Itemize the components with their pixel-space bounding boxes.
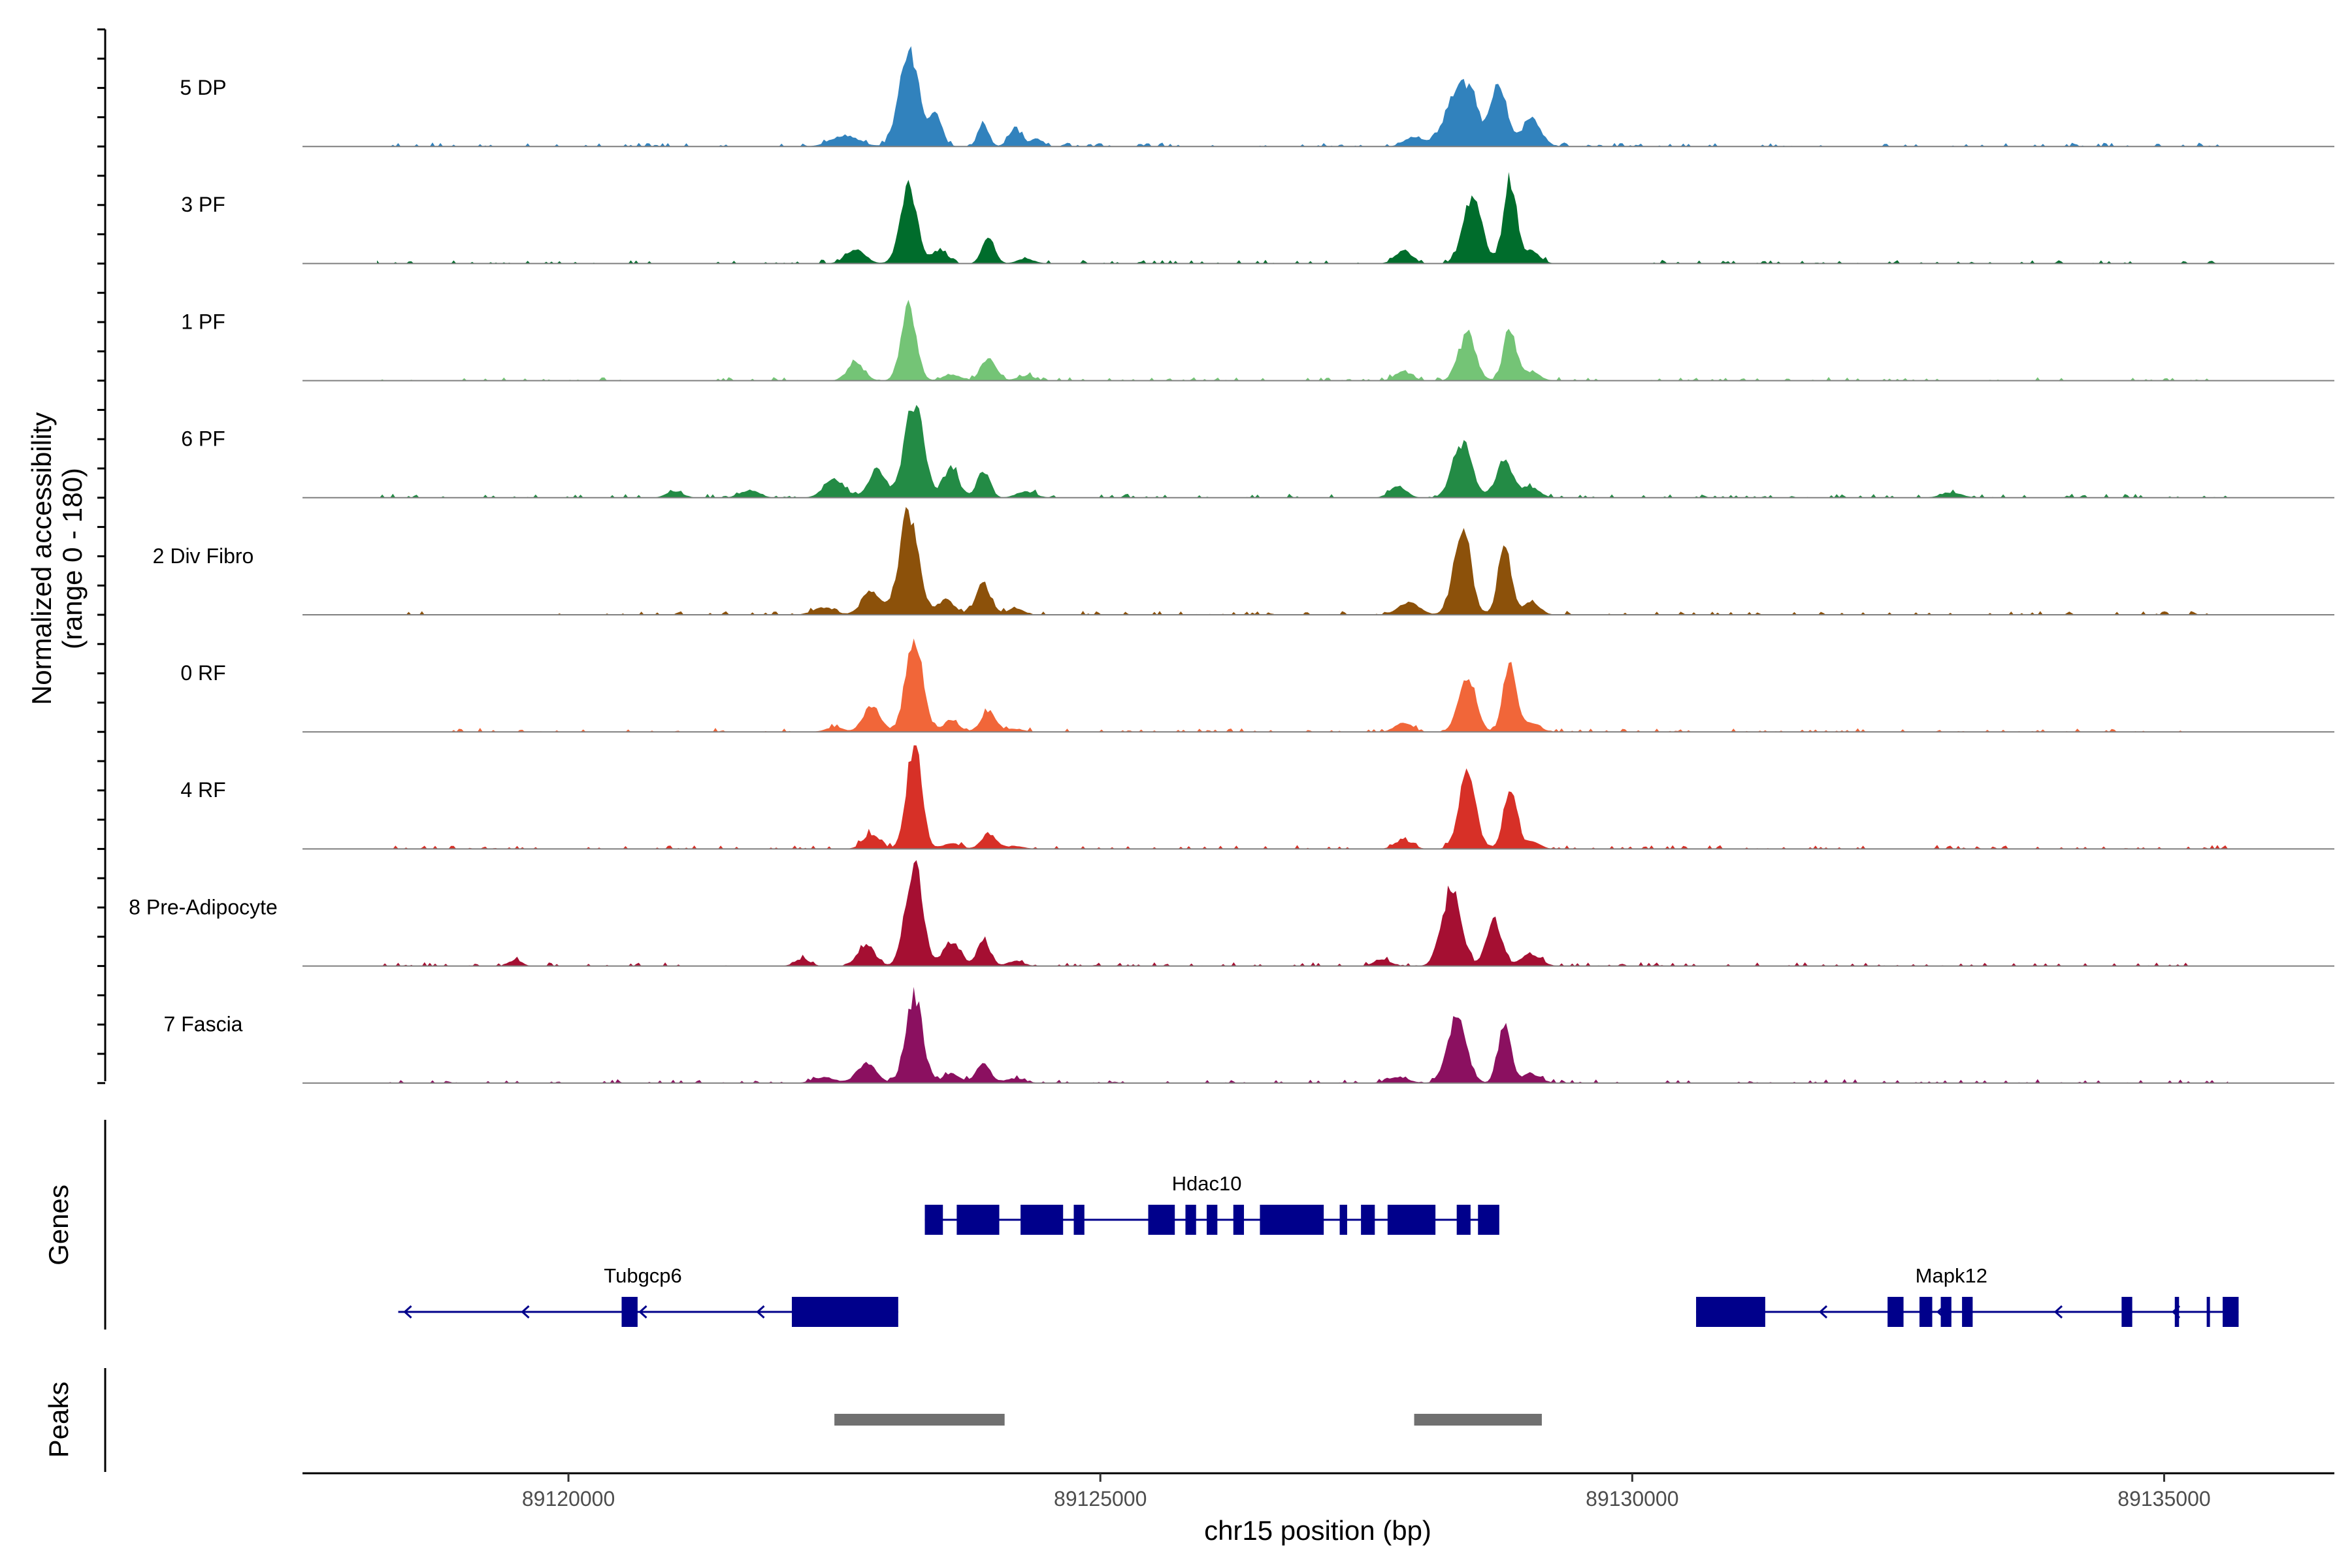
exon <box>1696 1297 1765 1327</box>
exon <box>1260 1205 1324 1235</box>
x-tick-label: 89125000 <box>1054 1487 1147 1511</box>
exon <box>1361 1205 1375 1235</box>
coverage-tracks <box>302 46 2334 1084</box>
x-axis-ticks: 89120000 89125000 89130000 89135000 <box>522 1473 2211 1511</box>
strand-chevron <box>521 1305 530 1319</box>
exon <box>924 1205 943 1235</box>
exon <box>1962 1297 1973 1327</box>
exon <box>1456 1205 1471 1235</box>
coverage-area-2 <box>377 172 2229 264</box>
y-axis-range-label: (range 0 - 180) <box>57 468 88 649</box>
track-label-2: 3 PF <box>181 193 225 216</box>
peak-region-2 <box>1414 1414 1542 1426</box>
strand-chevron <box>2053 1305 2063 1319</box>
coverage-area-1 <box>377 46 2229 147</box>
peak-region-track <box>834 1414 1542 1426</box>
exon <box>2223 1297 2239 1327</box>
x-axis-title: chr15 position (bp) <box>1204 1515 1431 1546</box>
exon <box>792 1297 898 1327</box>
track-labels: 5 DP 3 PF 1 PF 6 PF 2 Div Fibro 0 RF 4 RF 8 Pre… <box>129 76 278 1036</box>
gene-name-hdac10: Hdac10 <box>1172 1172 1242 1195</box>
exon <box>621 1297 638 1327</box>
track-label-7: 4 RF <box>180 778 225 802</box>
genes-track-title: Genes <box>43 1184 74 1266</box>
track-label-5: 2 Div Fibro <box>153 544 254 568</box>
track-label-9: 7 Fascia <box>164 1013 243 1036</box>
coverage-area-4 <box>377 404 2229 498</box>
gene-name-tubgcp6: Tubgcp6 <box>604 1264 682 1287</box>
exon <box>1073 1205 1085 1235</box>
strand-chevron <box>1818 1305 1828 1319</box>
exon <box>1148 1205 1175 1235</box>
track-label-1: 5 DP <box>180 76 226 99</box>
exon <box>1919 1297 1933 1327</box>
track-label-3: 1 PF <box>181 310 225 333</box>
strand-chevron <box>756 1305 765 1319</box>
exon <box>1940 1297 1952 1327</box>
exon <box>956 1205 1000 1235</box>
track-label-8: 8 Pre-Adipocyte <box>129 895 278 919</box>
strand-chevron <box>638 1305 647 1319</box>
peak-region-1 <box>834 1414 1005 1426</box>
track-label-4: 6 PF <box>181 427 225 451</box>
exon <box>1233 1205 1245 1235</box>
exon <box>1387 1205 1436 1235</box>
exon <box>1021 1205 1064 1235</box>
coverage-y-ticks <box>97 28 105 1085</box>
x-tick-label: 89135000 <box>2117 1487 2210 1511</box>
exon <box>2206 1297 2210 1327</box>
peaks-track-title: Peaks <box>43 1382 74 1458</box>
exon <box>2121 1297 2132 1327</box>
coverage-area-9 <box>377 987 2229 1083</box>
coverage-area-7 <box>377 745 2229 849</box>
x-tick-label: 89130000 <box>1586 1487 1678 1511</box>
exon <box>1207 1205 1218 1235</box>
exon <box>1339 1205 1347 1235</box>
track-label-6: 0 RF <box>180 661 225 685</box>
x-tick-label: 89120000 <box>522 1487 615 1511</box>
axes: 89120000 89125000 89130000 89135000 Normali… <box>26 28 2334 1546</box>
exon <box>1478 1205 1499 1235</box>
exon <box>1185 1205 1196 1235</box>
strand-chevron <box>403 1305 412 1319</box>
y-axis-title: Normalized accessibility <box>26 412 57 705</box>
exon <box>2174 1297 2180 1327</box>
gene-annotation-track: Hdac10 Tubgcp6 Mapk12 <box>398 1172 2239 1327</box>
gene-name-mapk12: Mapk12 <box>1916 1264 1987 1287</box>
coverage-area-6 <box>377 638 2229 732</box>
coverage-area-5 <box>377 507 2229 615</box>
exon <box>1887 1297 1904 1327</box>
coverage-area-8 <box>377 860 2229 966</box>
coverage-area-3 <box>377 299 2229 381</box>
